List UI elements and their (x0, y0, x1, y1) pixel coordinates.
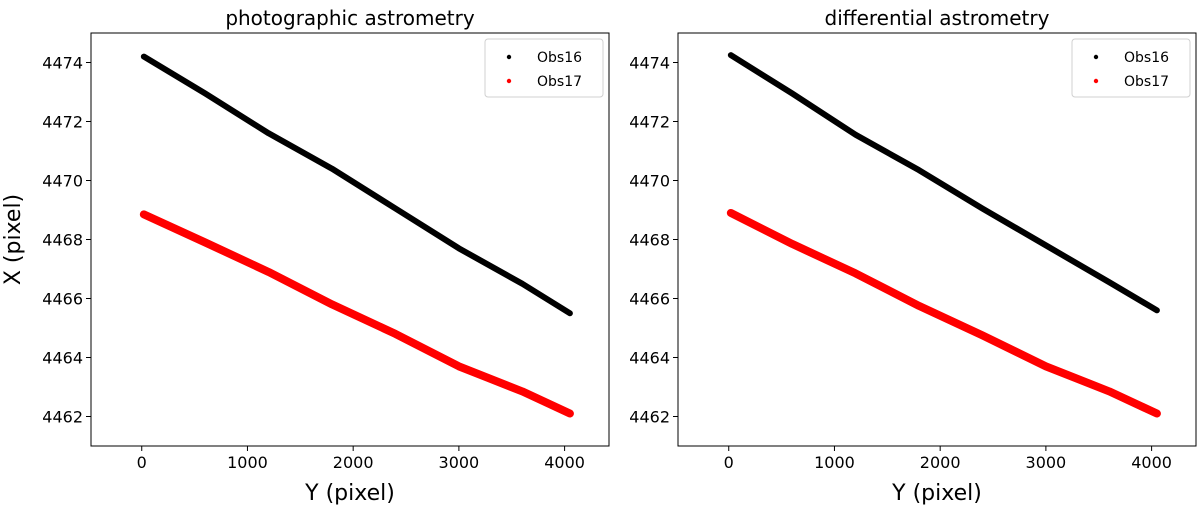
x-axis-label: Y (pixel) (304, 481, 395, 506)
data-point-obs17 (1043, 363, 1049, 369)
y-tick-label: 4470 (629, 172, 670, 191)
legend-marker-obs16 (1093, 54, 1099, 60)
data-point-obs17 (853, 270, 859, 276)
legend: Obs16 Obs17 (1071, 38, 1191, 98)
series-obs16-band (727, 52, 1160, 314)
x-tick-label: 0 (137, 453, 147, 472)
series-obs17-band (139, 210, 574, 418)
chart-title: photographic astrometry (225, 6, 475, 30)
data-point-obs16 (1043, 242, 1049, 248)
data-point-obs16 (1106, 279, 1112, 285)
x-tick-label: 3000 (439, 453, 480, 472)
chart-panel-photographic: 0 1000 2000 3000 4000 4462 4464 4466 4468 4470 447… (1, 6, 610, 506)
data-point-obs16 (916, 167, 922, 173)
series-obs17-band (726, 208, 1161, 418)
legend-marker-obs17 (506, 78, 512, 84)
x-tick-label: 1000 (814, 453, 855, 472)
legend-label-obs16: Obs16 (1124, 50, 1169, 66)
data-point-obs16 (728, 52, 734, 58)
data-point-obs16 (789, 90, 795, 96)
data-point-obs16 (141, 54, 147, 60)
y-tick-label: 4466 (629, 290, 670, 309)
legend-marker-obs16 (506, 54, 512, 60)
x-tick-label: 0 (724, 453, 734, 472)
data-point-obs16 (979, 206, 985, 212)
y-tick-label: 4470 (42, 172, 83, 191)
legend-box (484, 38, 604, 98)
chart-panel-differential: 0 1000 2000 3000 4000 4462 4464 4466 4468 4470 447… (629, 6, 1197, 506)
data-point-obs17 (916, 303, 922, 309)
y-tick-label: 4466 (42, 290, 83, 309)
data-point-obs17 (266, 269, 272, 275)
x-tick-label: 3000 (1026, 453, 1067, 472)
legend-box (1071, 38, 1191, 98)
x-axis-label: Y (pixel) (891, 481, 982, 506)
legend: Obs16 Obs17 (484, 38, 604, 98)
legend-label-obs16: Obs16 (537, 50, 582, 66)
data-point-obs16 (329, 166, 335, 172)
data-point-obs17 (392, 331, 398, 337)
y-tick-label: 4472 (42, 113, 83, 132)
data-point-obs17 (456, 363, 462, 369)
data-point-obs17 (1154, 411, 1160, 417)
y-tick-label: 4468 (42, 231, 83, 250)
y-tick-label: 4474 (42, 54, 83, 73)
data-point-obs16 (519, 281, 525, 287)
y-tick-label: 4474 (629, 54, 670, 73)
y-tick-label: 4472 (629, 113, 670, 132)
y-axis-label: X (pixel) (1, 194, 26, 285)
data-point-obs17 (789, 241, 795, 247)
data-point-obs17 (1106, 388, 1112, 394)
legend-label-obs17: Obs17 (1124, 74, 1169, 90)
y-tick-label: 4464 (42, 349, 83, 368)
data-point-obs16 (202, 90, 208, 96)
x-tick-label: 2000 (333, 453, 374, 472)
data-point-obs17 (979, 332, 985, 338)
x-tick-label: 2000 (920, 453, 961, 472)
data-point-obs17 (728, 210, 734, 216)
y-tick-label: 4462 (629, 408, 670, 427)
y-tick-label: 4462 (42, 408, 83, 427)
data-point-obs16 (853, 132, 859, 138)
x-tick-label: 4000 (544, 453, 585, 472)
data-point-obs16 (567, 310, 573, 316)
y-tick-label: 4464 (629, 349, 670, 368)
x-tick-label: 1000 (227, 453, 268, 472)
data-point-obs16 (456, 245, 462, 251)
y-tick-label: 4468 (629, 231, 670, 250)
data-point-obs16 (266, 130, 272, 136)
data-point-obs17 (519, 388, 525, 394)
data-point-obs17 (567, 411, 573, 417)
chart-title: differential astrometry (825, 6, 1050, 30)
data-point-obs17 (202, 239, 208, 245)
legend-label-obs17: Obs17 (537, 74, 582, 90)
legend-marker-obs17 (1093, 78, 1099, 84)
data-point-obs17 (141, 211, 147, 217)
x-tick-label: 4000 (1131, 453, 1172, 472)
data-point-obs16 (1154, 307, 1160, 313)
data-point-obs17 (329, 301, 335, 307)
series-obs16-band (140, 53, 573, 317)
data-point-obs16 (392, 206, 398, 212)
